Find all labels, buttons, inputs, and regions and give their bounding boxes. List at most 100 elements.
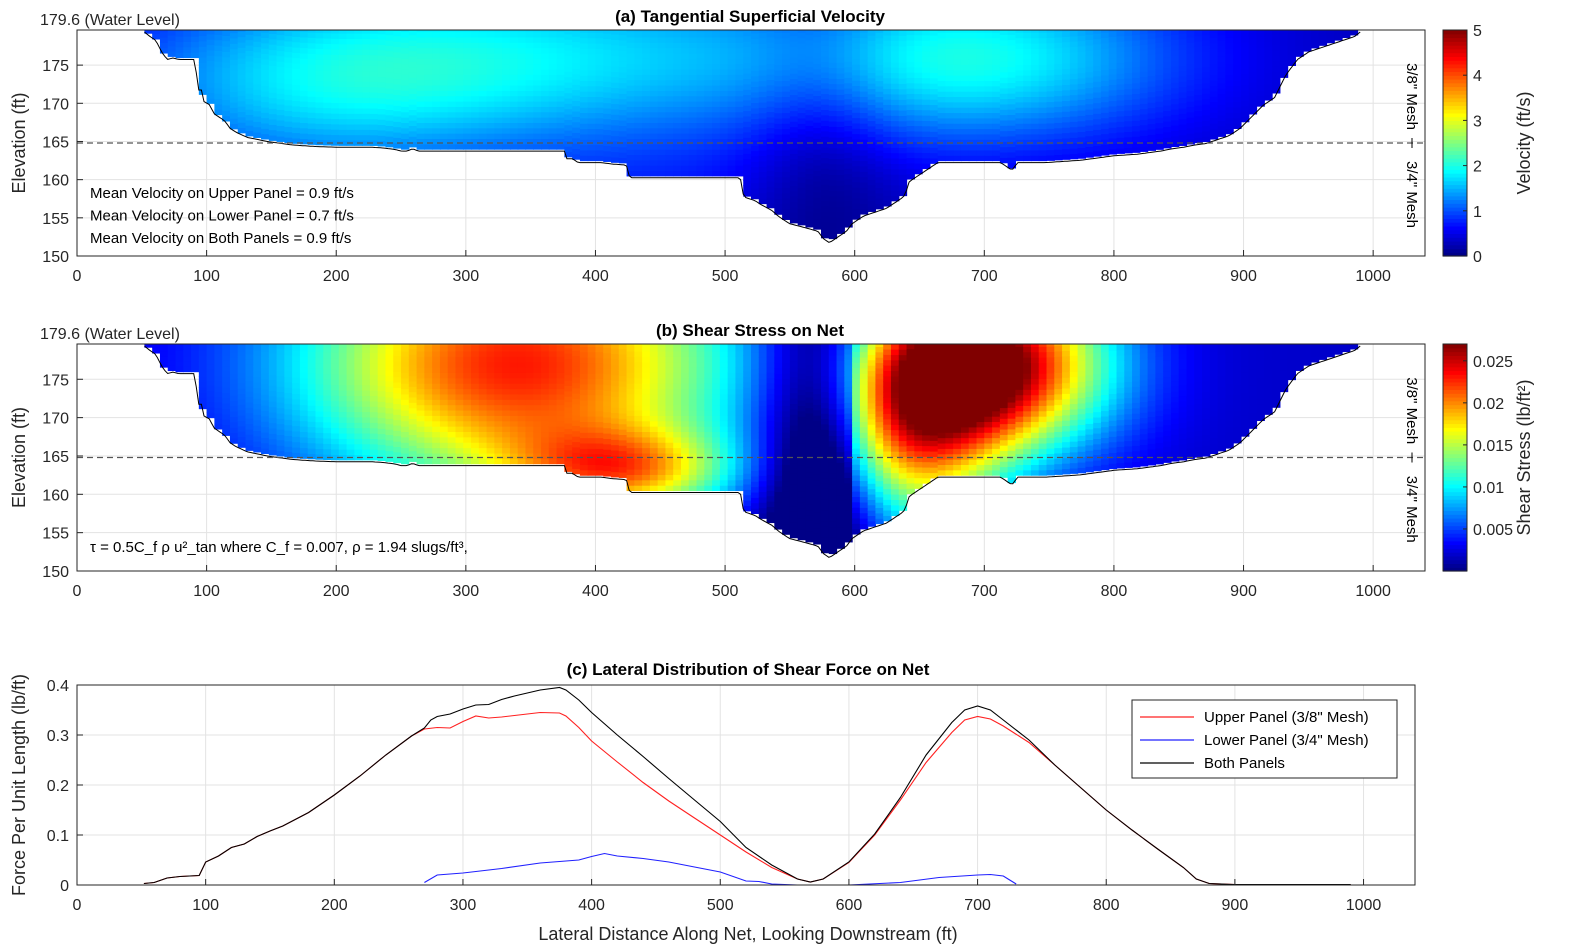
shear-field-cell	[268, 374, 278, 381]
velocity-field-cell	[758, 123, 768, 130]
velocity-colorbar-segment	[1443, 191, 1467, 197]
shear-field-cell	[541, 350, 550, 357]
velocity-field-cell	[517, 95, 527, 102]
velocity-field-cell	[766, 68, 775, 75]
velocity-field-cell	[1256, 90, 1265, 96]
velocity-field-cell	[261, 53, 270, 60]
shear-field-cell	[541, 442, 550, 449]
velocity-field-cell	[152, 33, 161, 40]
velocity-field-cell	[502, 42, 511, 49]
shear-field-cell	[587, 442, 597, 449]
velocity-field-cell	[968, 75, 978, 81]
velocity-field-cell	[556, 74, 565, 81]
shear-field-cell	[393, 344, 402, 351]
shear-field-cell	[533, 458, 542, 465]
velocity-field-cell	[937, 30, 947, 33]
velocity-field-cell	[1023, 80, 1032, 87]
velocity-field-cell	[852, 106, 861, 113]
shear-field-cell	[408, 423, 418, 430]
shear-field-cell	[393, 446, 402, 453]
shear-field-cell	[222, 408, 231, 415]
velocity-field-cell	[813, 159, 822, 166]
velocity-field-cell	[587, 128, 597, 135]
velocity-field-cell	[945, 32, 954, 39]
shear-field-cell	[346, 363, 355, 370]
velocity-field-cell	[486, 84, 495, 91]
shear-field-cell	[439, 436, 449, 443]
shear-field-cell	[525, 344, 534, 347]
velocity-field-cell	[222, 40, 231, 47]
shear-field-cell	[284, 344, 293, 351]
velocity-field-cell	[999, 109, 1009, 116]
velocity-field-cell	[820, 152, 830, 159]
velocity-field-cell	[852, 187, 861, 193]
shear-field-cell	[393, 398, 402, 405]
velocity-field-cell	[393, 115, 402, 122]
velocity-field-cell	[525, 133, 534, 140]
shear-field-cell	[393, 371, 402, 378]
velocity-field-cell	[875, 182, 884, 188]
velocity-field-cell	[657, 149, 667, 156]
velocity-field-cell	[1217, 98, 1226, 105]
velocity-colorbar-segment	[1443, 94, 1467, 99]
velocity-field-cell	[509, 127, 519, 134]
shear-field-cell	[385, 407, 394, 414]
shear-field-cell	[323, 357, 332, 364]
velocity-field-cell	[727, 74, 737, 81]
velocity-field-cell	[844, 120, 853, 127]
shear-field-cell	[268, 347, 278, 354]
velocity-field-cell	[1038, 53, 1048, 60]
velocity-field-cell	[338, 139, 348, 146]
velocity-field-cell	[222, 78, 231, 85]
velocity-field-cell	[237, 52, 247, 59]
velocity-field-cell	[1225, 69, 1234, 76]
velocity-field-cell	[1194, 89, 1203, 96]
velocity-field-cell	[898, 110, 908, 116]
velocity-field-cell	[1046, 117, 1055, 124]
velocity-field-cell	[1163, 126, 1172, 133]
velocity-field-cell	[1054, 154, 1063, 161]
shear-field-cell	[299, 409, 309, 416]
velocity-field-cell	[245, 50, 254, 57]
velocity-field-cell	[564, 97, 573, 104]
velocity-field-cell	[292, 47, 301, 53]
velocity-field-cell	[463, 47, 472, 54]
velocity-field-cell	[556, 84, 565, 91]
velocity-field-cell	[836, 163, 845, 170]
shear-field-cell	[369, 411, 379, 418]
shear-field-cell	[548, 415, 558, 422]
velocity-field-cell	[432, 101, 441, 107]
velocity-field-cell	[1342, 32, 1351, 39]
velocity-field-cell	[751, 182, 760, 189]
velocity-field-cell	[261, 58, 270, 65]
velocity-field-cell	[253, 115, 262, 122]
shear-field-cell	[579, 344, 589, 347]
velocity-field-cell	[401, 30, 410, 33]
velocity-field-cell	[393, 126, 402, 133]
shear-field-cell	[541, 345, 550, 352]
shear-field-cell	[299, 366, 309, 373]
shear-field-cell	[548, 361, 558, 368]
shear-field-cell	[159, 350, 169, 357]
shear-field-cell	[447, 393, 457, 400]
shear-field-cell	[284, 430, 293, 437]
velocity-field-cell	[1225, 101, 1234, 108]
shear-field-cell	[159, 345, 169, 352]
velocity-field-cell	[673, 111, 682, 118]
velocity-field-cell	[782, 171, 791, 178]
velocity-field-cell	[261, 101, 270, 108]
velocity-field-cell	[1023, 75, 1032, 81]
velocity-field-cell	[611, 156, 620, 163]
velocity-field-cell	[1248, 103, 1258, 110]
velocity-field-cell	[992, 37, 1001, 44]
shear-field-cell	[603, 422, 612, 429]
velocity-colorbar-segment	[1443, 214, 1467, 219]
shear-field-cell	[564, 369, 573, 376]
velocity-field-cell	[1054, 52, 1063, 59]
shear-field-cell	[455, 404, 464, 411]
velocity-field-cell	[556, 122, 565, 129]
velocity-colorbar-segment	[1443, 52, 1467, 57]
velocity-colorbar-segment	[1443, 161, 1467, 167]
velocity-field-cell	[1100, 30, 1110, 33]
velocity-colorbar-segment	[1443, 240, 1467, 246]
